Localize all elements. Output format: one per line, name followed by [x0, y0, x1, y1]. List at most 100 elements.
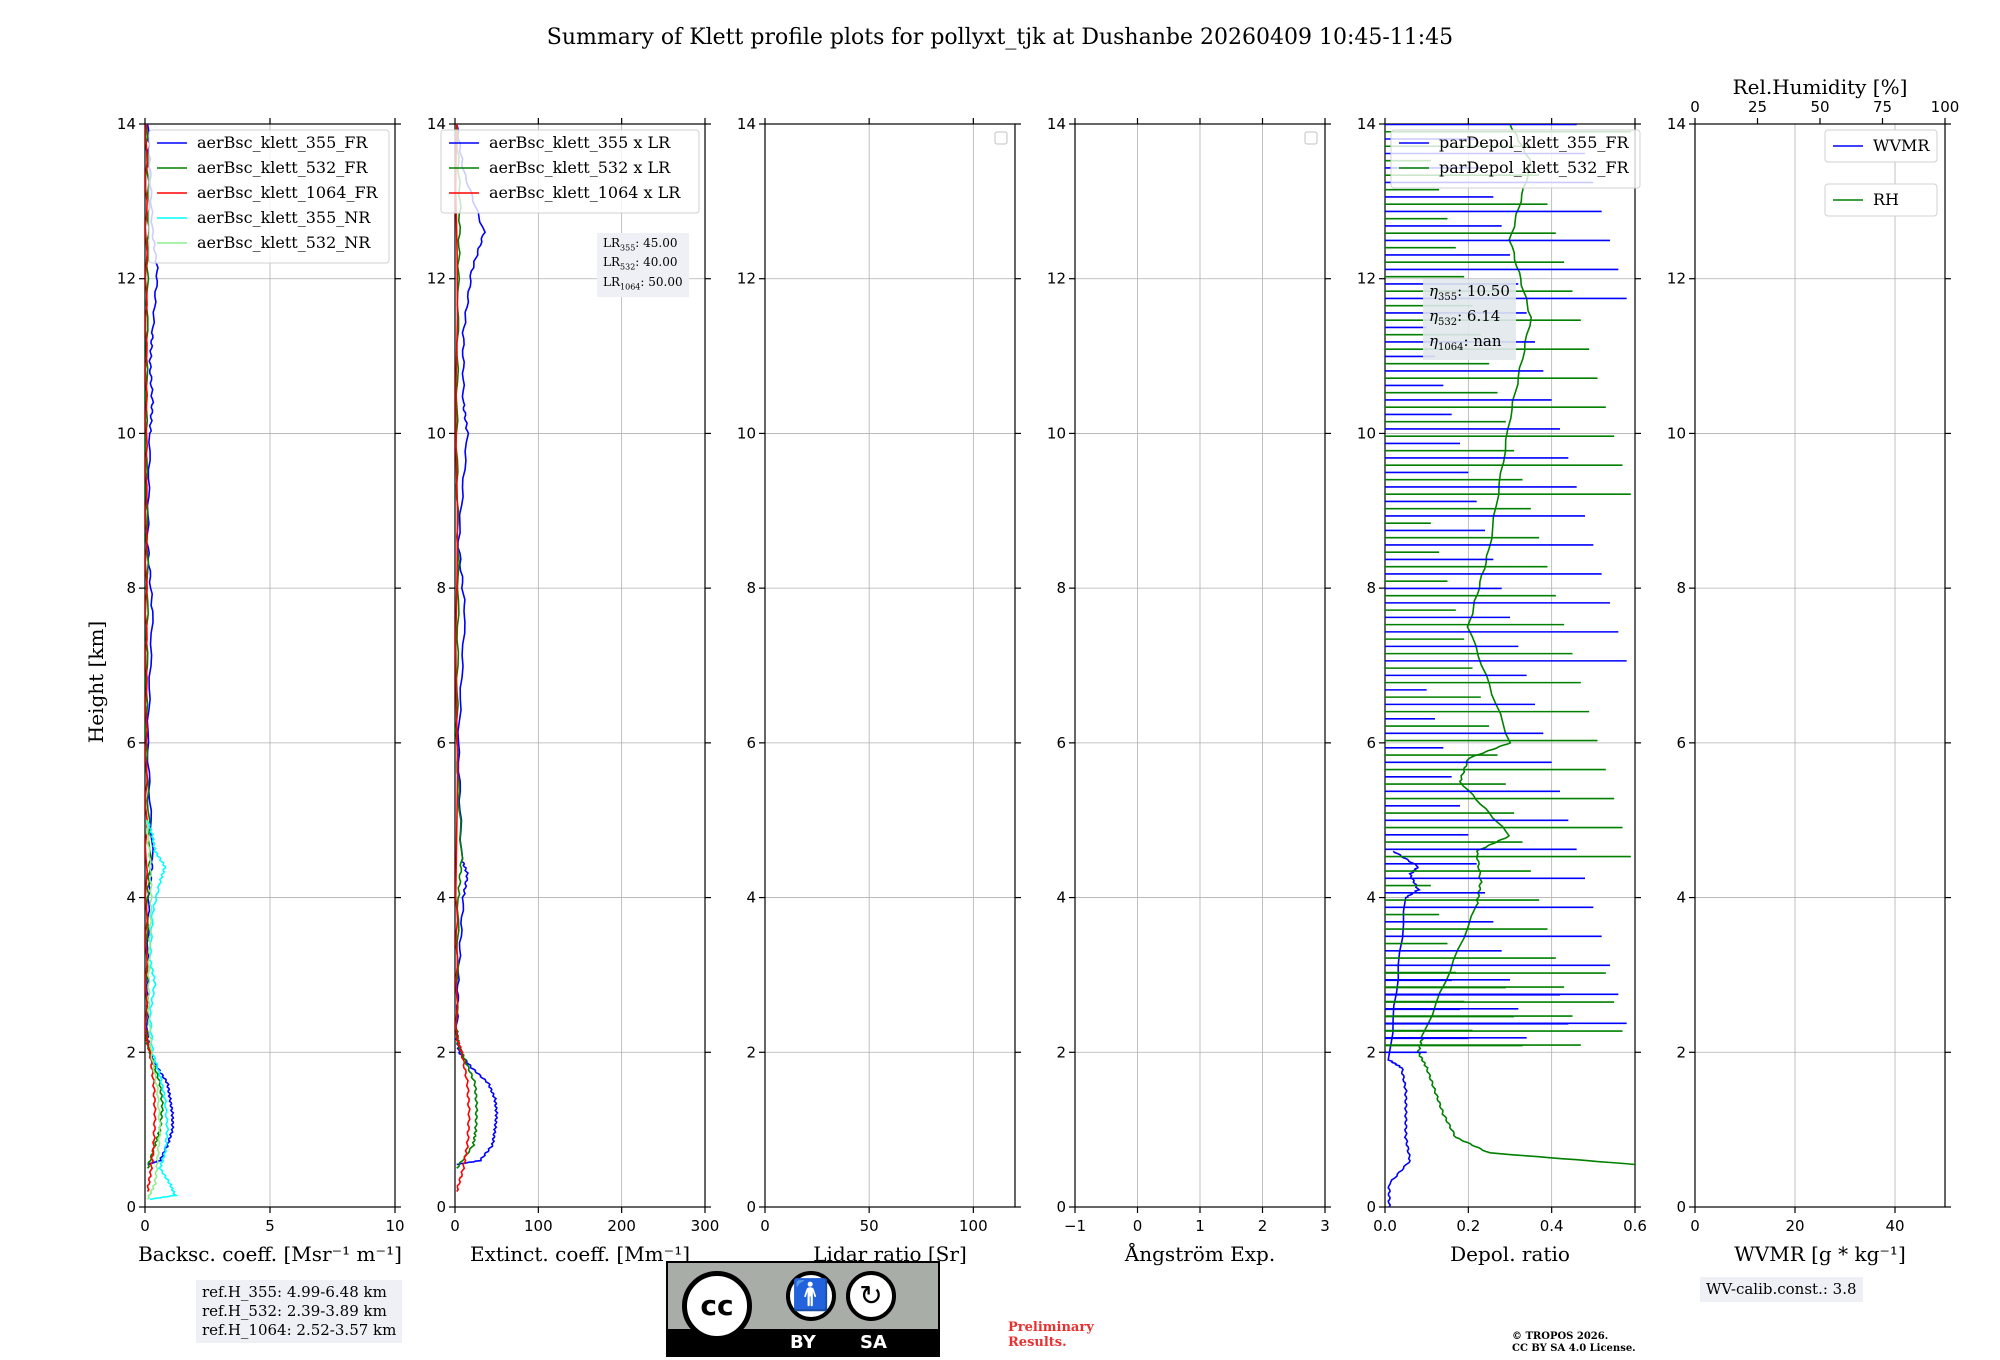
legend-box	[440, 129, 700, 214]
series-line-parDepol_klett_355_FR	[1387, 850, 1421, 1207]
bsc-refh-box: ref.H_355: 4.99-6.48 km ref.H_532: 2.39-…	[196, 1280, 403, 1343]
xtick-label: 40	[1885, 1217, 1904, 1235]
preliminary-line2: Results.	[1008, 1335, 1067, 1350]
series-line-aerBsc_klett_532 x LR	[455, 124, 479, 1169]
ytick-label: 6	[436, 734, 446, 752]
xtick-label: 300	[691, 1217, 720, 1235]
series-line-aerBsc_klett_355 x LR	[455, 124, 499, 1166]
legend-label: RH	[1873, 190, 1899, 209]
ytick-label: 6	[1676, 734, 1686, 752]
legend-box	[148, 129, 390, 264]
series-line-aerBsc_klett_1064 x LR	[455, 124, 471, 1192]
ytick-label: 0	[1366, 1198, 1376, 1216]
panel-bsc: 0 2 4 6 8 10 12 14 0 5 10 Backsc. coeff. [Msr⁻¹ m⁻¹…	[117, 115, 405, 1266]
xtick-label: 20	[1785, 1217, 1804, 1235]
depol-eta-532: η532: 6.14	[1429, 307, 1501, 328]
ytick-label: 8	[436, 579, 446, 597]
xtick-label: 200	[607, 1217, 636, 1235]
top-xtick-label: 100	[1931, 98, 1960, 116]
ytick-label: 6	[1366, 734, 1376, 752]
legend-label: aerBsc_klett_355 x LR	[489, 133, 671, 152]
ytick-label: 4	[1056, 889, 1066, 907]
cc-sa-label: SA	[860, 1332, 887, 1353]
ytick-label: 8	[1676, 579, 1686, 597]
ytick-label: 10	[1667, 424, 1686, 442]
legend-label: aerBsc_klett_355_NR	[197, 208, 371, 227]
ytick-label: 14	[1667, 115, 1686, 133]
xtick-label: 100	[524, 1217, 553, 1235]
cc-icon: cc	[682, 1271, 752, 1341]
ytick-label: 4	[746, 889, 756, 907]
ytick-label: 2	[1676, 1043, 1686, 1061]
series-group	[1385, 124, 1635, 1207]
xtick-label: 3	[1320, 1217, 1330, 1235]
wv-calib-const: WV-calib.const.: 3.8	[1706, 1280, 1857, 1298]
by-person-icon: 🚹	[786, 1271, 836, 1321]
top-xtick-label: 50	[1810, 98, 1829, 116]
ytick-label: 14	[117, 115, 136, 133]
legend-label: aerBsc_klett_532_FR	[197, 158, 368, 177]
empty-legend-box	[994, 131, 1008, 145]
depol-eta-355: η355: 10.50	[1429, 282, 1510, 303]
legend-label: aerBsc_klett_532 x LR	[489, 158, 671, 177]
ytick-label: 6	[746, 734, 756, 752]
ytick-label: 8	[1056, 579, 1066, 597]
series-line-aerBsc_klett_532_NR	[145, 820, 162, 1200]
xtick-label: 2	[1258, 1217, 1268, 1235]
ytick-label: 2	[1366, 1043, 1376, 1061]
ytick-label: 0	[126, 1198, 136, 1216]
xtick-label: 0.2	[1456, 1217, 1480, 1235]
xtick-label: 0.6	[1623, 1217, 1647, 1235]
series-line-aerBsc_klett_1064_FR	[145, 124, 157, 1192]
ytick-label: 10	[117, 424, 136, 442]
ytick-label: 10	[737, 424, 756, 442]
ytick-label: 4	[1366, 889, 1376, 907]
copyright-line1: © TROPOS 2026.	[1512, 1331, 1609, 1342]
ext-lr-1064: LR1064: 50.00	[603, 274, 683, 292]
ytick-label: 12	[1357, 270, 1376, 288]
ytick-label: 12	[427, 270, 446, 288]
legend-label: aerBsc_klett_1064_FR	[197, 183, 379, 202]
legend-label: parDepol_klett_355_FR	[1439, 133, 1630, 152]
depol-eta-box: η355: 10.50 η532: 6.14 η1064: nan	[1423, 279, 1516, 360]
ytick-label: 0	[746, 1198, 756, 1216]
wv-calib-box: WV-calib.const.: 3.8	[1700, 1277, 1863, 1302]
cc-by-label: BY	[790, 1332, 816, 1353]
ext-lr-box: LR355: 45.00 LR532: 40.00 LR1064: 50.00	[597, 233, 689, 298]
legend-depol: parDepol_klett_355_FR parDepol_klett_532_…	[1390, 129, 1641, 189]
xtick-label: 0.4	[1540, 1217, 1564, 1235]
ytick-label: 12	[1047, 270, 1066, 288]
ytick-label: 6	[126, 734, 136, 752]
xtick-label: 5	[265, 1217, 275, 1235]
legend-label: aerBsc_klett_1064 x LR	[489, 183, 681, 202]
ytick-label: 2	[1056, 1043, 1066, 1061]
ytick-label: 14	[427, 115, 446, 133]
legend-label: WVMR	[1873, 136, 1930, 155]
ytick-label: 2	[126, 1043, 136, 1061]
depol-eta-1064: η1064: nan	[1429, 332, 1502, 353]
preliminary-results: Preliminary Results.	[1008, 1320, 1094, 1350]
axes-frame	[1074, 123, 1326, 1208]
axes-frame	[1694, 123, 1946, 1208]
ytick-label: 2	[746, 1043, 756, 1061]
legend-ext: aerBsc_klett_355 x LR aerBsc_klett_532 x …	[440, 129, 700, 214]
xtick-label: 0	[450, 1217, 460, 1235]
ytick-label: 8	[746, 579, 756, 597]
ytick-label: 4	[436, 889, 446, 907]
axes-frame	[764, 123, 1016, 1208]
xtick-label: 0.0	[1373, 1217, 1397, 1235]
ytick-label: 8	[1366, 579, 1376, 597]
y-axis-label: Height [km]	[84, 621, 108, 743]
legend-bsc: aerBsc_klett_355_FR aerBsc_klett_532_FRae…	[148, 129, 390, 264]
x-axis-label: WVMR [g * kg⁻¹]	[1734, 1242, 1906, 1266]
ytick-label: 2	[436, 1043, 446, 1061]
ytick-label: 14	[737, 115, 756, 133]
ytick-label: 4	[126, 889, 136, 907]
ytick-label: 10	[427, 424, 446, 442]
xtick-label: 10	[385, 1217, 404, 1235]
xtick-label: 100	[959, 1217, 988, 1235]
ytick-label: 4	[1676, 889, 1686, 907]
